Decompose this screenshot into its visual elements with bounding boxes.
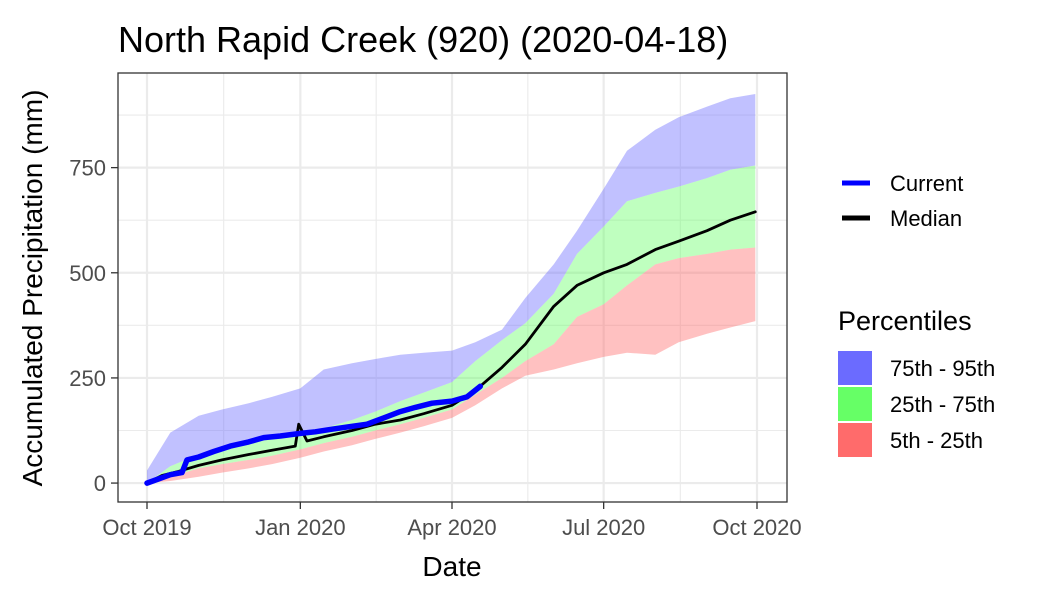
legend-label-band: 25th - 75th [890,392,995,417]
legend-label-median: Median [890,206,962,231]
percentile-bands [147,94,756,484]
band-75th-95th [147,94,756,484]
band-5th-25th [147,247,756,484]
y-axis: 0 250 500 750 [69,156,118,496]
series-line-median [145,210,757,485]
legend-key-band [838,387,872,421]
y-tick-label: 500 [69,261,106,286]
legend-lines: Current Median [842,171,963,231]
x-axis: Oct 2019 Jan 2020 Apr 2020 Jul 2020 Oct 2020 [102,502,802,540]
legend-key-band [838,423,872,457]
y-tick-label: 250 [69,366,106,391]
y-tick-label: 750 [69,156,106,181]
series-line-current [144,383,484,486]
legend-label-current: Current [890,171,963,196]
legend-label-band: 5th - 25th [890,428,983,453]
y-tick-label: 0 [94,471,106,496]
x-tick-label: Jul 2020 [562,515,645,540]
x-tick-label: Apr 2020 [407,515,496,540]
legend-label-band: 75th - 95th [890,356,995,381]
x-tick-label: Jan 2020 [255,515,346,540]
series-lines [144,210,757,486]
chart-title: North Rapid Creek (920) (2020-04-18) [118,19,728,60]
legend-key-band [838,351,872,385]
band-25th-75th [147,165,756,484]
x-tick-label: Oct 2020 [712,515,801,540]
legend-title-percentiles: Percentiles [838,306,972,336]
y-axis-title: Accumulated Precipitation (mm) [17,90,48,487]
x-axis-title: Date [422,551,481,582]
legend-percentiles: 75th - 95th 25th - 75th 5th - 25th [838,351,995,457]
x-tick-label: Oct 2019 [102,515,191,540]
